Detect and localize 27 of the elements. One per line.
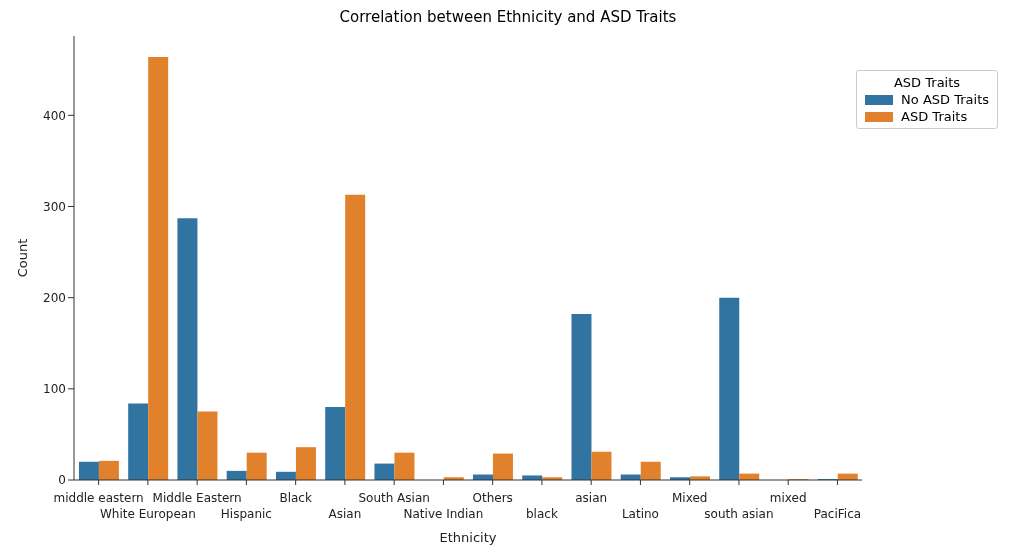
- x-axis-title: Ethnicity: [439, 530, 497, 545]
- y-tick-label: 400: [43, 108, 66, 123]
- y-tick-label: 300: [43, 199, 66, 214]
- x-tick-label: south asian: [704, 507, 774, 521]
- legend-label: No ASD Traits: [901, 92, 989, 107]
- x-tick-label: asian: [575, 491, 608, 505]
- x-tick-label: Hispanic: [220, 507, 272, 521]
- x-tick-label: Middle Eastern: [152, 491, 242, 505]
- chart-title: Correlation between Ethnicity and ASD Traits: [338, 8, 678, 28]
- x-tick-label: Latino: [621, 507, 659, 521]
- x-tick-label: Others: [472, 491, 513, 505]
- x-tick-label: White European: [99, 507, 196, 521]
- x-tick-label: Black: [279, 491, 312, 505]
- x-tick-label: black: [525, 507, 558, 521]
- x-tick-label: South Asian: [358, 491, 430, 505]
- x-tick-label: PaciFica: [813, 507, 862, 521]
- y-tick-label: 200: [43, 290, 66, 305]
- x-tick-label: Asian: [328, 507, 362, 521]
- y-axis-title: Count: [14, 238, 30, 278]
- legend-label: ASD Traits: [901, 109, 968, 124]
- y-tick-label: 100: [43, 382, 66, 397]
- x-tick-label: Mixed: [671, 491, 708, 505]
- x-tick-label: mixed: [769, 491, 807, 505]
- y-tick-label: 0: [58, 473, 66, 488]
- x-tick-label: Native Indian: [403, 507, 484, 521]
- legend-title: ASD Traits: [892, 75, 962, 90]
- x-tick-label: middle eastern: [53, 491, 144, 505]
